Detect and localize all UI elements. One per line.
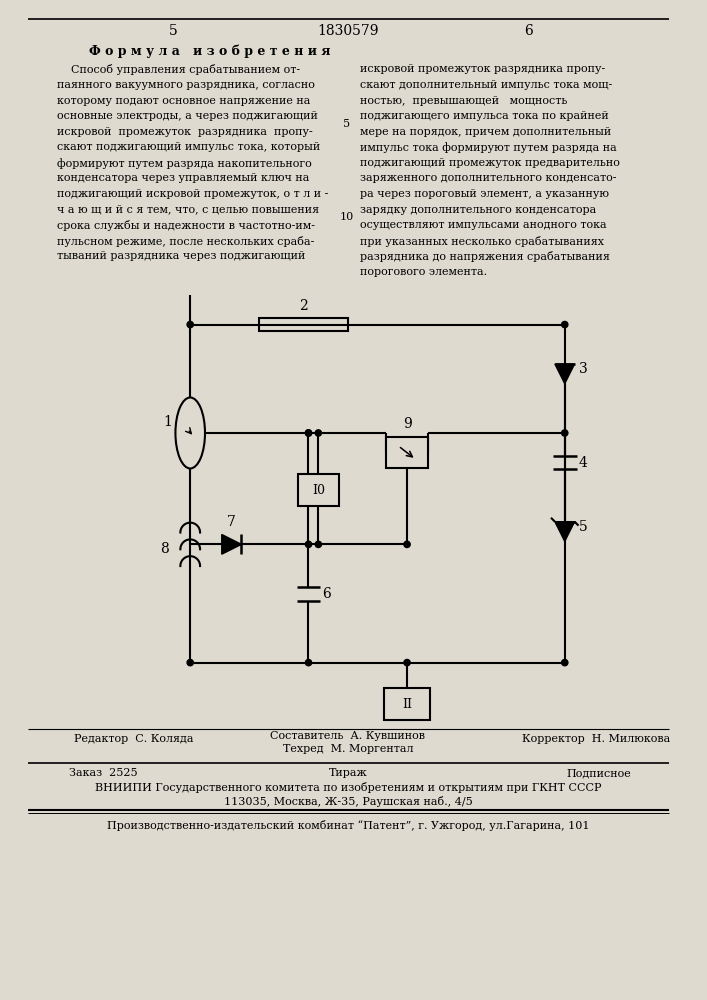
Text: зарядку дополнительного конденсатора: зарядку дополнительного конденсатора — [360, 205, 596, 215]
Text: 113035, Москва, Ж-35, Раушская наб., 4/5: 113035, Москва, Ж-35, Раушская наб., 4/5 — [223, 796, 472, 807]
Polygon shape — [222, 534, 242, 554]
Text: формируют путем разряда накопительного: формируют путем разряда накопительного — [57, 158, 312, 169]
Text: поджигающий промежуток предварительно: поджигающий промежуток предварительно — [360, 158, 619, 168]
Text: 4: 4 — [578, 456, 588, 470]
Text: ВНИИПИ Государственного комитета по изобретениям и открытиям при ГКНТ СССР: ВНИИПИ Государственного комитета по изоб… — [95, 782, 601, 793]
Text: Техред  М. Моргентал: Техред М. Моргентал — [283, 744, 413, 754]
Text: скают дополнительный импульс тока мощ-: скают дополнительный импульс тока мощ- — [360, 80, 612, 90]
Text: Тираж: Тираж — [329, 768, 367, 778]
Text: 9: 9 — [403, 417, 411, 431]
Text: Редактор  С. Коляда: Редактор С. Коляда — [74, 734, 194, 744]
Text: осуществляют импульсами анодного тока: осуществляют импульсами анодного тока — [360, 220, 607, 230]
Text: тываний разрядника через поджигающий: тываний разрядника через поджигающий — [57, 251, 305, 261]
Text: при указанных несколько срабатываниях: при указанных несколько срабатываниях — [360, 236, 604, 247]
FancyBboxPatch shape — [259, 318, 348, 331]
Circle shape — [561, 659, 568, 666]
Text: Ф о р м у л а   и з о б р е т е н и я: Ф о р м у л а и з о б р е т е н и я — [88, 45, 330, 58]
FancyBboxPatch shape — [298, 474, 339, 506]
Text: 5: 5 — [169, 24, 178, 38]
Text: 5: 5 — [344, 119, 351, 129]
Text: Корректор  Н. Милюкова: Корректор Н. Милюкова — [522, 734, 671, 744]
Text: паянного вакуумного разрядника, согласно: паянного вакуумного разрядника, согласно — [57, 80, 315, 90]
Text: 6: 6 — [524, 24, 532, 38]
Text: поджигающий искровой промежуток, о т л и -: поджигающий искровой промежуток, о т л и… — [57, 189, 329, 199]
Text: Составитель  А. Кувшинов: Составитель А. Кувшинов — [270, 731, 426, 741]
Text: поджигающего импульса тока по крайней: поджигающего импульса тока по крайней — [360, 111, 609, 121]
Polygon shape — [555, 364, 575, 384]
Text: I0: I0 — [312, 484, 325, 497]
Text: ра через пороговый элемент, а указанную: ра через пороговый элемент, а указанную — [360, 189, 609, 199]
Text: разрядника до напряжения срабатывания: разрядника до напряжения срабатывания — [360, 251, 609, 262]
Text: Производственно-издательский комбинат “Патент”, г. Ужгород, ул.Гагарина, 101: Производственно-издательский комбинат “П… — [107, 820, 589, 831]
Text: 5: 5 — [578, 520, 588, 534]
Text: Подписное: Подписное — [567, 768, 631, 778]
Text: 10: 10 — [340, 212, 354, 222]
Circle shape — [404, 541, 410, 548]
FancyBboxPatch shape — [385, 688, 430, 720]
Circle shape — [315, 541, 322, 548]
Text: искровой  промежуток  разрядника  пропу-: искровой промежуток разрядника пропу- — [57, 127, 313, 137]
Text: порогового элемента.: порогового элемента. — [360, 267, 487, 277]
FancyBboxPatch shape — [386, 437, 428, 468]
Ellipse shape — [175, 397, 205, 468]
Text: конденсатора через управляемый ключ на: конденсатора через управляемый ключ на — [57, 173, 310, 183]
Text: импульс тока формируют путем разряда на: импульс тока формируют путем разряда на — [360, 142, 617, 153]
Text: искровой промежуток разрядника пропу-: искровой промежуток разрядника пропу- — [360, 64, 605, 74]
Text: пульсном режиме, после нескольких сраба-: пульсном режиме, после нескольких сраба- — [57, 236, 315, 247]
Text: Способ управления срабатыванием от-: Способ управления срабатыванием от- — [57, 64, 300, 75]
Circle shape — [561, 321, 568, 328]
Text: мере на порядок, причем дополнительный: мере на порядок, причем дополнительный — [360, 127, 611, 137]
Text: срока службы и надежности в частотно-им-: срока службы и надежности в частотно-им- — [57, 220, 315, 231]
Text: 1830579: 1830579 — [317, 24, 379, 38]
Circle shape — [404, 659, 410, 666]
Text: ч а ю щ и й с я тем, что, с целью повышения: ч а ю щ и й с я тем, что, с целью повыше… — [57, 205, 320, 215]
Text: 1: 1 — [163, 415, 173, 429]
Polygon shape — [555, 522, 575, 541]
Text: 2: 2 — [299, 299, 308, 313]
Text: заряженного дополнительного конденсато-: заряженного дополнительного конденсато- — [360, 173, 617, 183]
Text: 7: 7 — [227, 515, 236, 529]
Text: 6: 6 — [322, 587, 331, 601]
Circle shape — [187, 321, 194, 328]
Text: II: II — [402, 698, 412, 711]
Text: основные электроды, а через поджигающий: основные электроды, а через поджигающий — [57, 111, 318, 121]
Circle shape — [305, 541, 312, 548]
Circle shape — [315, 430, 322, 436]
Circle shape — [305, 659, 312, 666]
Text: Заказ  2525: Заказ 2525 — [69, 768, 138, 778]
Text: ностью,  превышающей   мощность: ностью, превышающей мощность — [360, 96, 567, 106]
Circle shape — [561, 430, 568, 436]
Circle shape — [305, 430, 312, 436]
Circle shape — [305, 430, 312, 436]
Text: 8: 8 — [160, 542, 168, 556]
Text: скают поджигающий импульс тока, который: скают поджигающий импульс тока, который — [57, 142, 320, 152]
Text: 3: 3 — [578, 362, 588, 376]
Text: которому подают основное напряжение на: которому подают основное напряжение на — [57, 96, 310, 106]
Circle shape — [187, 659, 194, 666]
